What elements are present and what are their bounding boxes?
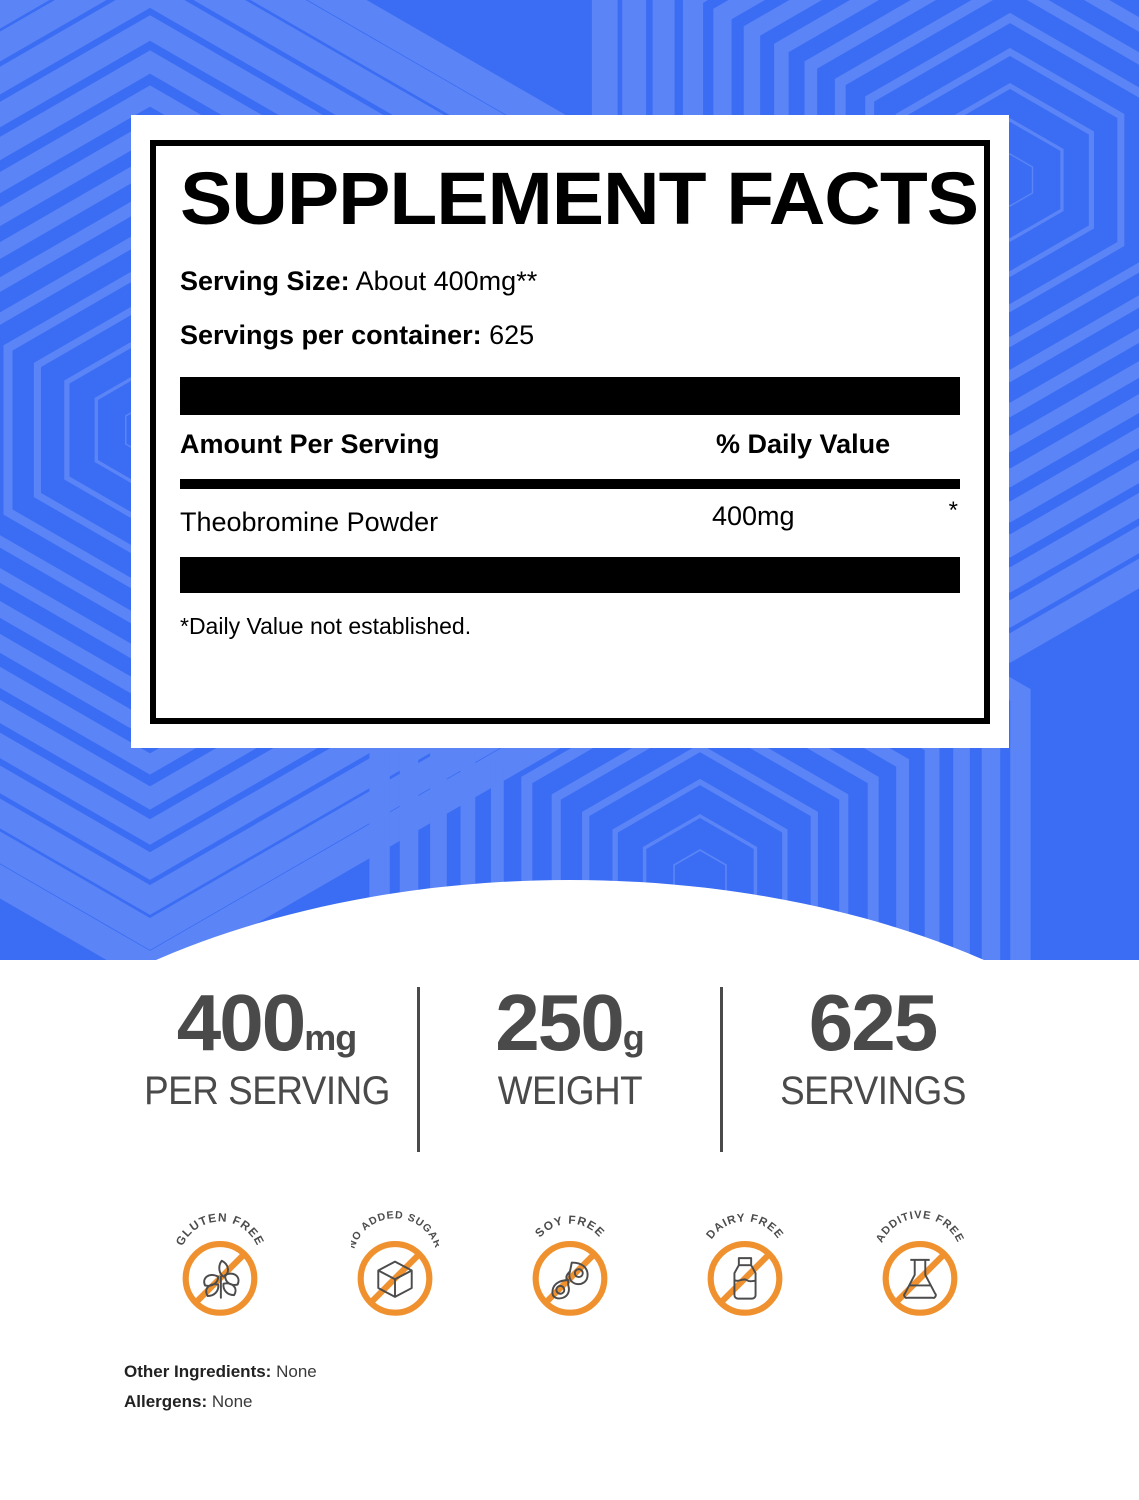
stat-servings: 625 SERVINGS bbox=[723, 983, 1023, 1114]
stat-number-wrap: 625 bbox=[723, 983, 1023, 1063]
stat-number-wrap: 250g bbox=[420, 983, 720, 1063]
badge-soy-free: SOY FREE bbox=[526, 1185, 614, 1330]
soy-free-badge-icon: SOY FREE bbox=[532, 1213, 608, 1316]
dairy-free-badge-icon: DAIRY FREE bbox=[704, 1212, 785, 1316]
badge-additive-free: ADDITIVE FREE bbox=[873, 1185, 965, 1330]
ingredient-amount: 400mg bbox=[712, 501, 795, 531]
stat-number: 400 bbox=[176, 978, 306, 1067]
no-added-sugar-badge-icon: NO ADDED SUGAR bbox=[345, 1209, 443, 1316]
servings-per-container-value: 625 bbox=[489, 320, 535, 350]
ingredient-name: Theobromine Powder bbox=[180, 507, 439, 537]
badge-label: SOY FREE bbox=[532, 1213, 608, 1240]
allergens-value: None bbox=[211, 1391, 253, 1411]
supplement-facts-title: SUPPLEMENT FACTS bbox=[180, 157, 979, 240]
daily-value-footnote: *Daily Value not established. bbox=[180, 613, 472, 639]
serving-size-value: About 400mg** bbox=[355, 266, 538, 296]
badge-dairy-free: DAIRY FREE bbox=[701, 1185, 789, 1330]
supplement-facts-card: SUPPLEMENT FACTS Serving Size: About 400… bbox=[131, 115, 1009, 748]
gluten-free-badge-icon: GLUTEN FREE bbox=[172, 1210, 266, 1316]
stat-weight: 250g WEIGHT bbox=[420, 983, 720, 1114]
stat-label: WEIGHT bbox=[497, 1069, 642, 1113]
stat-unit: mg bbox=[304, 1017, 357, 1058]
additive-free-badge-icon: ADDITIVE FREE bbox=[873, 1209, 965, 1316]
supplement-facts-border: SUPPLEMENT FACTS Serving Size: About 400… bbox=[150, 140, 990, 724]
stat-label: SERVINGS bbox=[779, 1069, 966, 1113]
stats-row: 400mg PER SERVING 250g WEIGHT 625 SERVIN… bbox=[0, 983, 1139, 1153]
divider-bar-top bbox=[180, 377, 960, 415]
table-row: Theobromine Powder 400mg * bbox=[180, 489, 960, 547]
serving-size-line: Serving Size: About 400mg** bbox=[180, 268, 960, 295]
badge-label: ADDITIVE FREE bbox=[876, 1209, 964, 1245]
allergens-line: Allergens: None bbox=[124, 1387, 824, 1417]
stat-divider bbox=[416, 987, 420, 1152]
serving-size-label: Serving Size: bbox=[180, 266, 350, 296]
divider-rule bbox=[180, 479, 960, 489]
stat-number: 250 bbox=[495, 978, 624, 1067]
stat-divider bbox=[719, 987, 723, 1152]
badges-row: GLUTEN FREE NO ADDED SUGAR bbox=[0, 1185, 1139, 1330]
badge-gluten-free: GLUTEN FREE bbox=[172, 1185, 266, 1330]
divider-bar-bottom bbox=[180, 557, 960, 593]
other-ingredients-line: Other Ingredients: None bbox=[124, 1357, 824, 1387]
badge-label: DAIRY FREE bbox=[704, 1212, 785, 1241]
column-header-amount: Amount Per Serving bbox=[180, 429, 440, 459]
servings-per-container-line: Servings per container: 625 bbox=[180, 322, 960, 349]
stat-per-serving: 400mg PER SERVING bbox=[117, 983, 417, 1114]
servings-per-container-label: Servings per container: bbox=[180, 320, 482, 350]
footer-notes: Other Ingredients: None Allergens: None bbox=[124, 1357, 824, 1417]
badge-no-added-sugar: NO ADDED SUGAR bbox=[345, 1185, 443, 1330]
stat-label: PER SERVING bbox=[143, 1069, 390, 1113]
allergens-label: Allergens: bbox=[124, 1391, 208, 1411]
stat-unit: g bbox=[622, 1017, 645, 1058]
ingredient-daily-value: * bbox=[948, 497, 958, 524]
stat-number-wrap: 400mg bbox=[117, 983, 417, 1063]
table-header-row: Amount Per Serving % Daily Value bbox=[180, 415, 960, 473]
other-ingredients-label: Other Ingredients: bbox=[124, 1362, 272, 1381]
other-ingredients-value: None bbox=[276, 1362, 317, 1381]
column-header-daily-value: % Daily Value bbox=[716, 429, 891, 459]
stat-number: 625 bbox=[808, 978, 938, 1067]
